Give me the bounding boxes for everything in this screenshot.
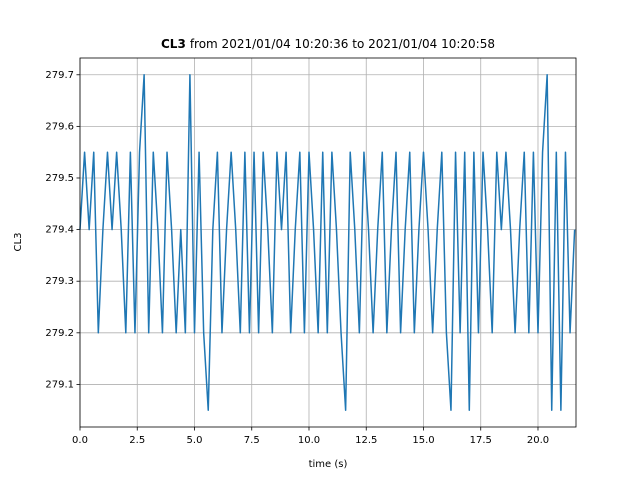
y-tick-label: 279.5 (45, 173, 74, 184)
data-line (79, 74, 576, 411)
y-tick-label: 279.7 (45, 70, 74, 81)
x-tick-label: 10.0 (298, 435, 320, 446)
x-tick-label: 5.0 (187, 435, 203, 446)
x-tick-label: 20.0 (527, 435, 549, 446)
x-tick-label: 15.0 (412, 435, 434, 446)
y-tick-label: 279.1 (45, 379, 74, 390)
y-tick-label: 279.3 (45, 276, 74, 287)
title-bold: CL3 (161, 37, 186, 51)
plot-area: 279.1 279.2 279.3 279.4 279.5 279.6 279.7 0.0 2.… (45, 58, 576, 446)
x-tick-label: 0.0 (72, 435, 88, 446)
chart-title: CL3 from 2021/01/04 10:20:36 to 2021/01/0… (161, 37, 495, 51)
x-axis-label: time (s) (309, 459, 348, 470)
y-tick-label: 279.6 (45, 121, 74, 132)
x-tick-label: 17.5 (470, 435, 492, 446)
x-tick-label: 2.5 (129, 435, 145, 446)
y-tick-label: 279.2 (45, 328, 74, 339)
y-tick-label: 279.4 (45, 225, 74, 236)
title-rest: from 2021/01/04 10:20:36 to 2021/01/04 1… (190, 37, 495, 51)
x-tick-label: 12.5 (355, 435, 377, 446)
y-axis-label: CL3 (13, 233, 24, 252)
x-tick-label: 7.5 (244, 435, 260, 446)
axes-frame (79, 57, 577, 428)
